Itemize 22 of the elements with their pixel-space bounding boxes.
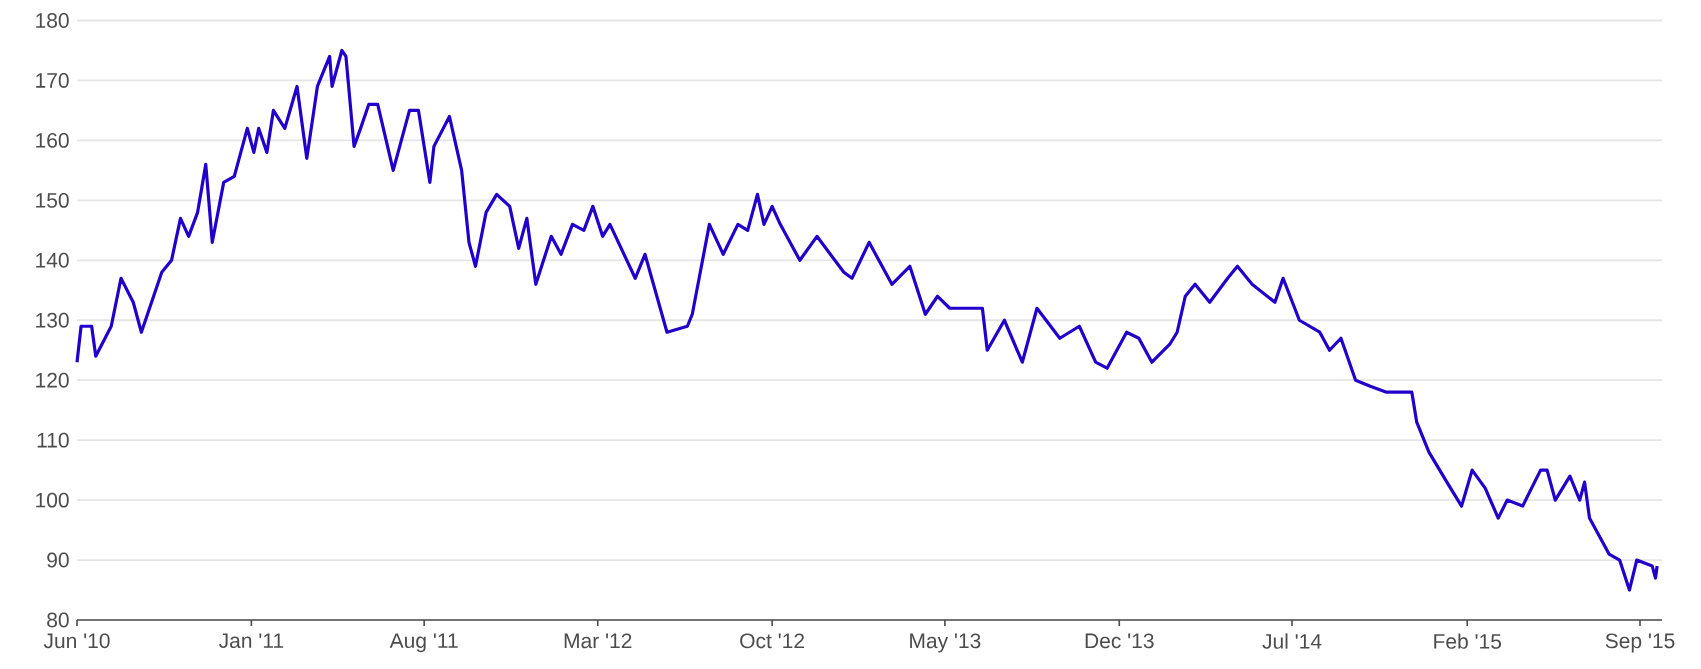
y-tick-label: 140: [36, 252, 69, 268]
y-tick-label: 160: [36, 132, 69, 148]
y-tick-label: 100: [36, 492, 69, 508]
y-tick-label: 110: [37, 432, 69, 448]
x-tick-label: Jul '14: [1262, 633, 1322, 649]
y-tick-label: 90: [47, 552, 69, 568]
y-tick-label: 150: [36, 192, 69, 208]
x-tick-label: Aug '11: [389, 633, 458, 653]
y-tick-label: 80: [47, 612, 69, 628]
x-tick-label: Sep '15: [1605, 633, 1675, 653]
y-tick-label: 120: [36, 372, 69, 388]
y-tick-label: 170: [36, 73, 69, 88]
x-tick-label: Oct '12: [740, 633, 804, 649]
x-tick-label: Jun '10: [43, 633, 110, 649]
y-tick-label: 180: [36, 13, 69, 28]
x-tick-label: Dec '13: [1085, 633, 1154, 649]
x-tick-label: Mar '12: [564, 633, 632, 649]
y-tick-label: 130: [36, 312, 69, 328]
x-tick-label: Jan '11: [218, 633, 284, 649]
x-tick-label: May '13: [910, 633, 981, 653]
x-tick-label: Feb '15: [1434, 633, 1502, 649]
line-series: [75, 48, 1659, 592]
